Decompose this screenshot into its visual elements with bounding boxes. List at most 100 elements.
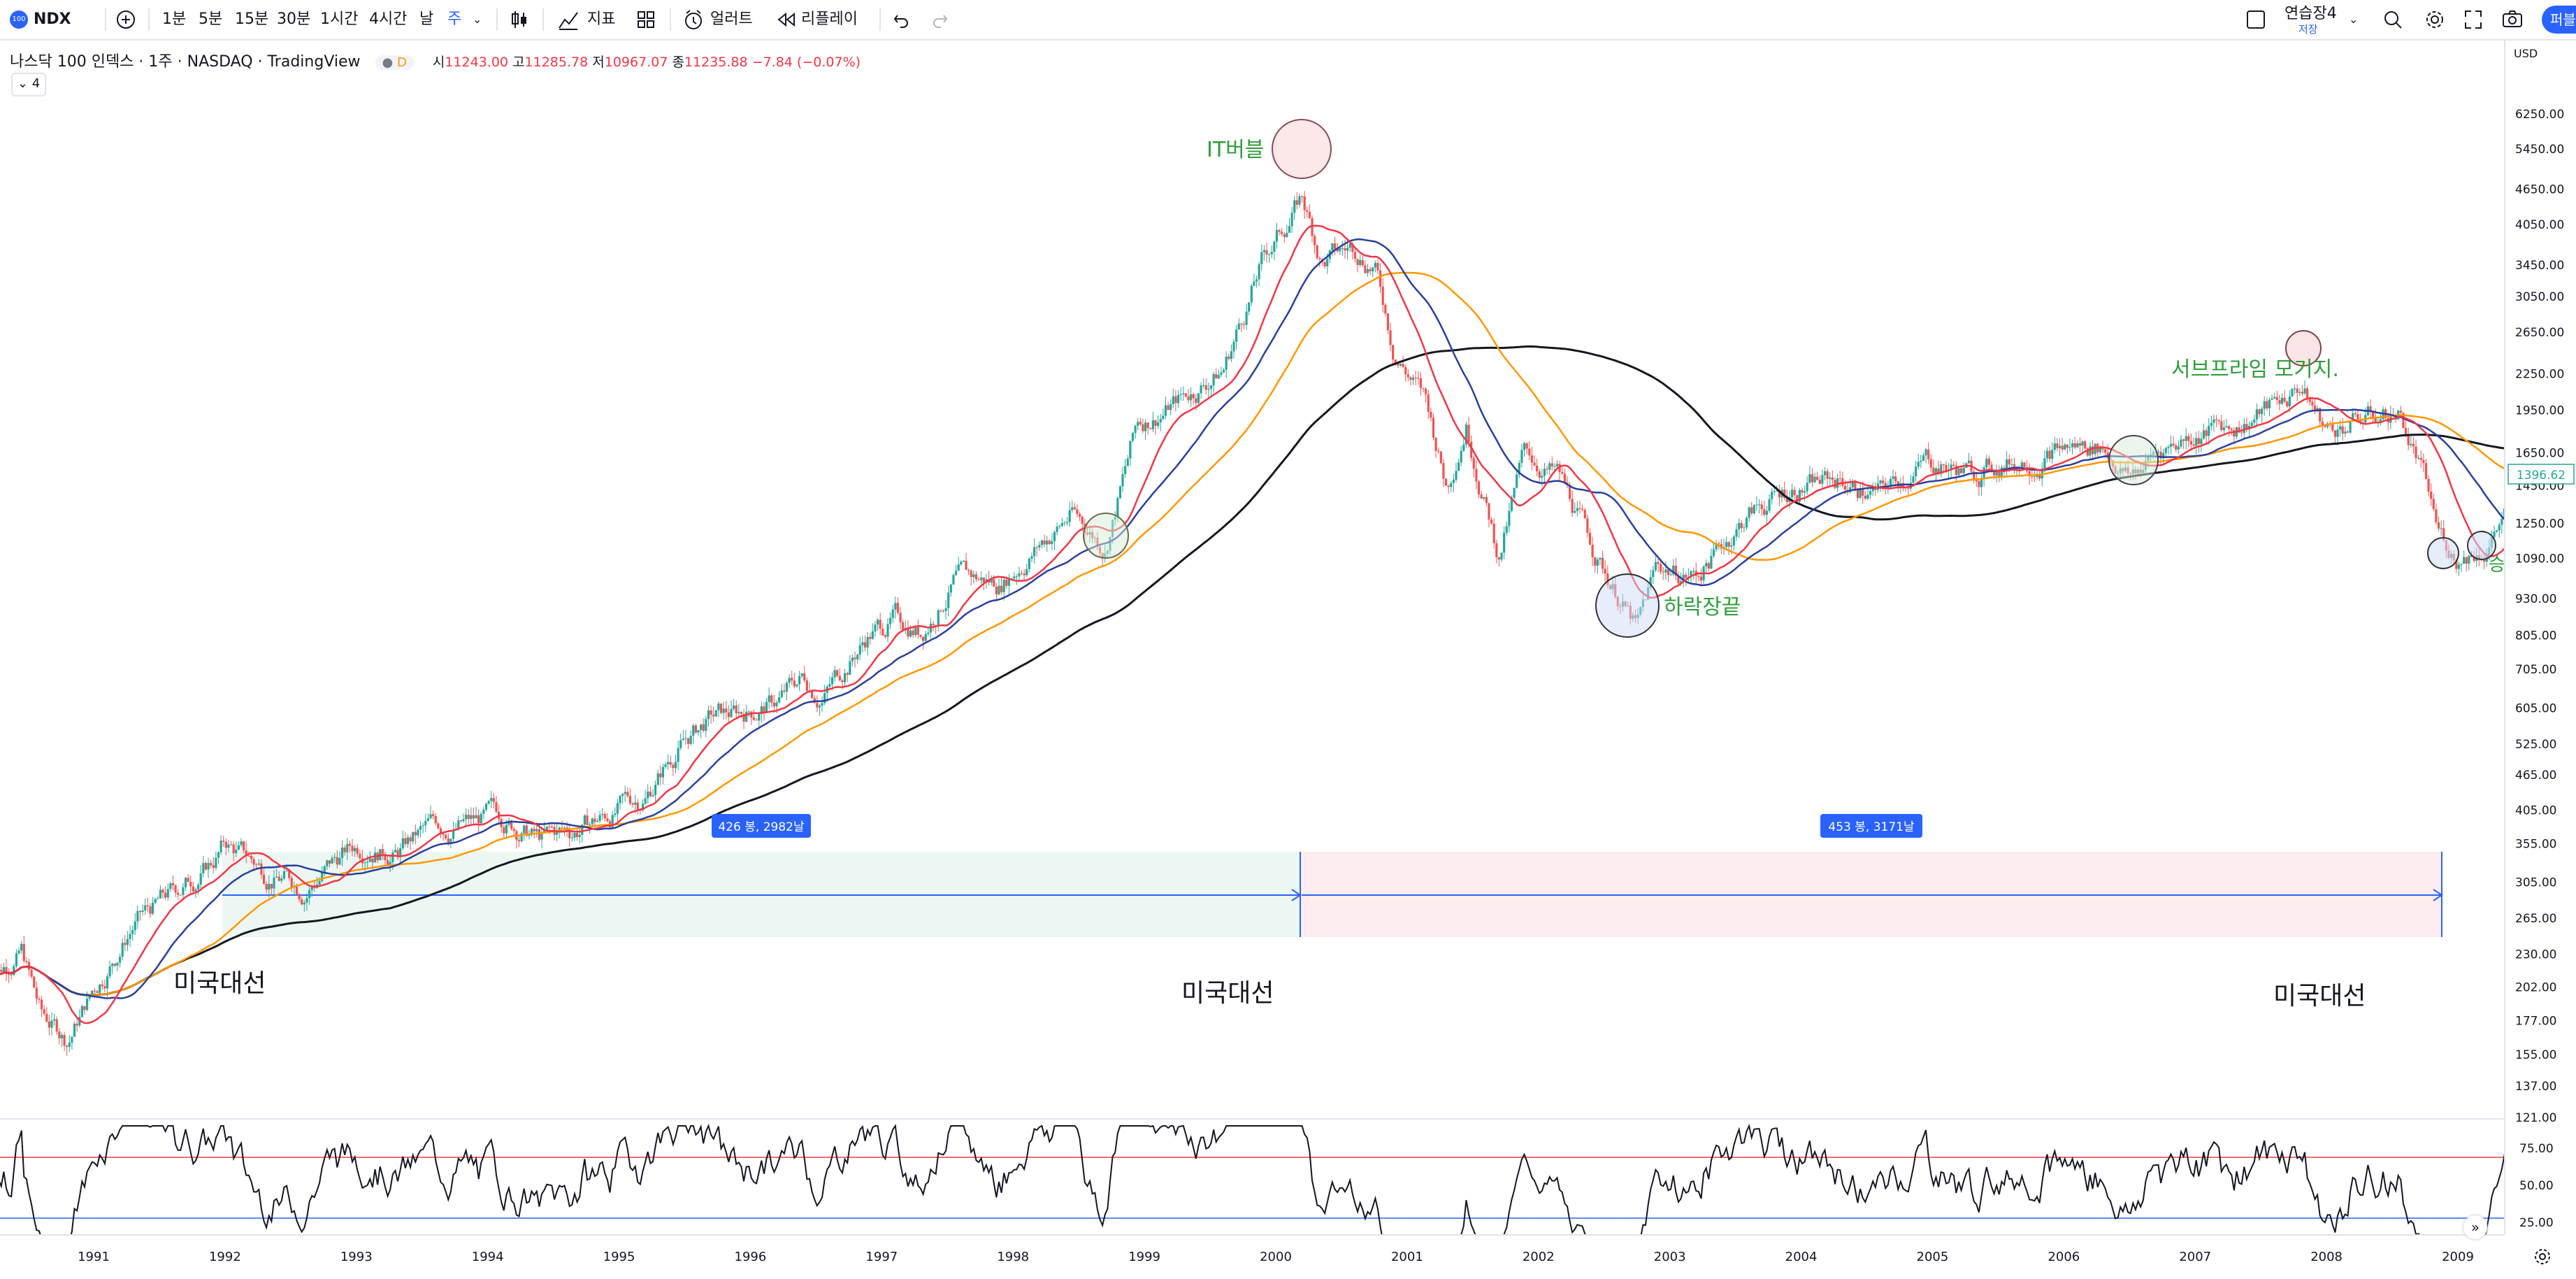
indicators-button[interactable]: 지표: [587, 10, 616, 28]
interval-5m[interactable]: 5분: [199, 10, 223, 28]
support-circle-2006[interactable]: [2108, 435, 2159, 485]
price-axis[interactable]: USD 6250.00 5450.00 4650.00 4050.00 3450.00 3…: [2504, 41, 2576, 1234]
candle: [949, 584, 952, 593]
candle: [2217, 420, 2220, 422]
candle: [2197, 438, 2200, 445]
time-axis[interactable]: 1991 1992 1993 1994 1995 1996 1997 1998 1999 2000…: [0, 1234, 2504, 1276]
election-label-1[interactable]: 미국대선: [173, 969, 266, 998]
interval-30m[interactable]: 30분: [277, 10, 311, 28]
price-axis-label: 5450.00: [2515, 143, 2564, 157]
candle: [2010, 464, 2013, 466]
interval-day[interactable]: 날: [419, 10, 434, 28]
redo-icon[interactable]: [931, 0, 949, 39]
candle: [2081, 441, 2084, 446]
candle: [2291, 388, 2294, 397]
replay-rewind-icon[interactable]: [776, 0, 797, 39]
candle: [1796, 495, 1799, 502]
price-axis-scale[interactable]: USD 6250.00 5450.00 4650.00 4050.00 3450.00 3…: [2505, 41, 2576, 1234]
candle: [2470, 555, 2473, 557]
search-icon[interactable]: [2382, 0, 2403, 39]
candle: [2333, 430, 2336, 437]
price-chart[interactable]: IT버블 하락장끝 서브프라임 모기지. 승 미국대선 미국대선 미국대선 42…: [0, 41, 2519, 1269]
candle: [2339, 426, 2342, 430]
candle: [1202, 385, 1205, 386]
candle: [2182, 439, 2185, 441]
compare-symbol-icon[interactable]: [115, 0, 137, 39]
candle: [459, 820, 462, 822]
candle: [1046, 541, 1049, 545]
candle: [101, 984, 103, 987]
candle: [1682, 574, 1685, 582]
interval-week-active[interactable]: 주: [447, 10, 462, 28]
indicators-icon[interactable]: [556, 0, 580, 39]
layout-name[interactable]: 연습장4: [2284, 5, 2337, 22]
candle: [368, 858, 371, 862]
layout-square-icon[interactable]: [2245, 0, 2266, 39]
candle: [224, 841, 227, 848]
candle: [318, 880, 321, 885]
candle: [1851, 481, 1854, 487]
election-label-3[interactable]: 미국대선: [2273, 982, 2366, 1010]
edge-label[interactable]: 승: [2489, 555, 2505, 576]
chart-pane[interactable]: IT버블 하락장끝 서브프라임 모기지. 승 미국대선 미국대선 미국대선 42…: [0, 41, 2519, 1269]
it-bubble-circle[interactable]: [1272, 119, 1332, 179]
bottom-circle-2008[interactable]: [2427, 537, 2459, 569]
snapshot-camera-icon[interactable]: [2501, 0, 2524, 39]
interval-4h[interactable]: 4시간: [369, 10, 408, 28]
layout-dropdown-chevron-icon[interactable]: ⌄: [2349, 13, 2359, 26]
candle: [1738, 522, 1741, 529]
undo-icon[interactable]: [892, 0, 910, 39]
fullscreen-icon[interactable]: [2463, 0, 2483, 39]
candle: [1518, 462, 1520, 475]
candle: [1430, 411, 1432, 418]
range-label-1-bg: [712, 814, 811, 838]
time-axis-scale[interactable]: 1991 1992 1993 1994 1995 1996 1997 1998 1999 2000…: [0, 1236, 2504, 1276]
it-bubble-label[interactable]: IT버블: [1207, 138, 1264, 162]
candle: [1778, 490, 1781, 498]
bear-end-label[interactable]: 하락장끝: [1664, 595, 1741, 620]
alert-button[interactable]: 얼러트: [710, 10, 753, 28]
candle: [682, 738, 684, 741]
election-label-2[interactable]: 미국대선: [1181, 979, 1274, 1008]
candle: [700, 724, 703, 731]
axis-settings-gear-icon[interactable]: [2532, 1246, 2553, 1267]
settings-gear-icon[interactable]: [2424, 0, 2445, 39]
candle: [1957, 468, 1960, 476]
candle: [121, 943, 124, 957]
candle: [417, 829, 419, 836]
candle: [2187, 436, 2190, 441]
range-label-2-bg: [1820, 814, 1922, 838]
candle: [2399, 410, 2402, 413]
interval-15m[interactable]: 15분: [235, 10, 269, 28]
legend-collapse-button[interactable]: ⌄ 4: [11, 73, 46, 97]
interval-dropdown-chevron-icon[interactable]: ⌄: [473, 13, 482, 26]
candle: [422, 825, 424, 827]
candle: [207, 863, 210, 870]
publish-button[interactable]: 퍼블: [2542, 6, 2576, 34]
candle: [1839, 478, 1841, 479]
alarm-clock-icon[interactable]: [682, 0, 705, 39]
candle: [1771, 492, 1773, 499]
support-circle-1998[interactable]: [1083, 513, 1129, 559]
templates-grid-icon[interactable]: [636, 0, 656, 39]
candle: [386, 860, 389, 866]
candle: [967, 569, 970, 571]
candle: [88, 994, 91, 999]
interval-1m[interactable]: 1분: [162, 10, 187, 28]
candle: [821, 703, 823, 706]
symbol-search-button[interactable]: NDX: [34, 10, 71, 28]
subprime-top-circle[interactable]: [2285, 330, 2322, 366]
candle: [1561, 472, 1564, 474]
currency-label[interactable]: USD: [2514, 47, 2538, 60]
legend-title[interactable]: 나스닥 100 인덱스 · 1주 · NASDAQ · TradingView: [10, 53, 361, 71]
replay-button[interactable]: 리플레이: [801, 10, 858, 28]
bear-end-circle[interactable]: [1595, 573, 1660, 638]
bottom-circle-2009[interactable]: [2467, 531, 2496, 560]
subprime-label[interactable]: 서브프라임 모기지.: [2171, 357, 2339, 382]
scroll-to-realtime-icon[interactable]: »: [2463, 1215, 2487, 1239]
candle: [1894, 476, 1897, 482]
chart-type-candles-icon[interactable]: [509, 0, 530, 39]
candle: [1798, 490, 1801, 502]
interval-1h[interactable]: 1시간: [320, 10, 359, 28]
candle: [108, 966, 111, 977]
